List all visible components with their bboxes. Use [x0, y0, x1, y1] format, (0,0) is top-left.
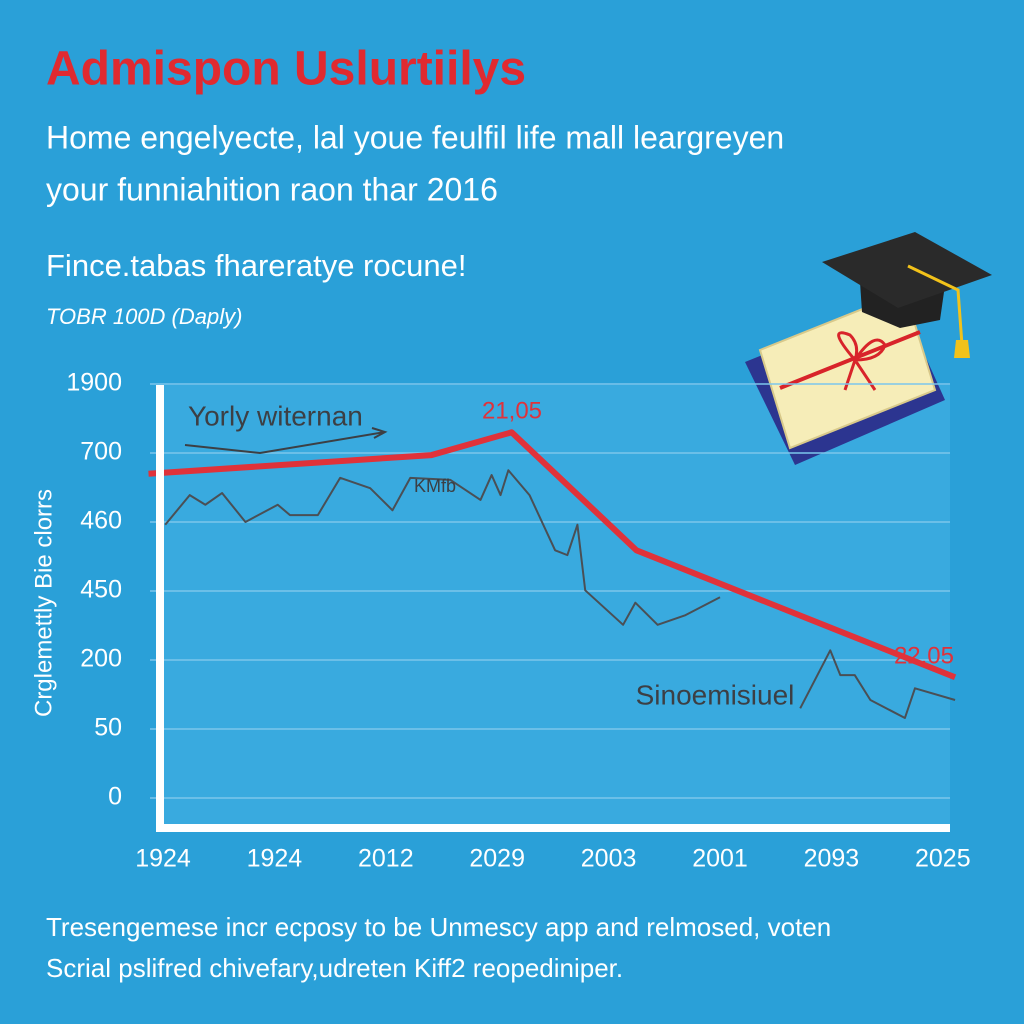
- x-tick-label: 2029: [469, 845, 525, 873]
- footer-text: Scrial pslifred chivefary,udreten Kiff2 …: [46, 953, 623, 983]
- y-tick-label: 700: [80, 438, 122, 466]
- y-tick-label: 200: [80, 645, 122, 673]
- annotation-arrow: [184, 427, 388, 455]
- diploma-icon: [745, 290, 945, 465]
- x-tick-label: 1924: [247, 845, 303, 873]
- plot-area: [160, 385, 950, 825]
- annotation: KMfb: [414, 476, 456, 496]
- line-series: [148, 429, 957, 681]
- chart: 0 50 200 450 460 700 1900 1924 1924 2012 2029 2003 2…: [66, 369, 970, 873]
- annotation: Sinoemisiuel: [636, 679, 795, 710]
- x-tick-label: 1924: [135, 845, 191, 873]
- title: Admispon Uslurtiilys: [46, 43, 526, 96]
- annotation: Yorly witernan: [188, 400, 363, 431]
- x-tick-label: 2001: [692, 845, 748, 873]
- footer-text: Tresengemese incr ecposy to be Unmescy a…: [46, 912, 831, 942]
- subtitle: your funniahition raon thar 2016: [46, 171, 498, 207]
- y-axis-label: Crglemettly Bie clorrs: [30, 489, 57, 717]
- graduation-cap-icon: [822, 232, 992, 358]
- y-tick-label: 1900: [66, 369, 122, 397]
- annotation: 21,05: [482, 397, 542, 424]
- line-series: [164, 469, 956, 719]
- annotation: 22,05: [894, 642, 954, 669]
- y-tick-label: 0: [108, 783, 122, 811]
- y-tick-label: 450: [80, 576, 122, 604]
- x-tick-label: 2093: [804, 845, 860, 873]
- y-tick-label: 50: [94, 714, 122, 742]
- note: TOBR 100D (Daply): [46, 304, 242, 329]
- x-tick-label: 2025: [915, 845, 971, 873]
- y-tick-label: 460: [80, 507, 122, 535]
- x-tick-label: 2003: [581, 845, 637, 873]
- subtitle: Home engelyecte, lal youe feulfil life m…: [46, 119, 784, 155]
- tagline: Fince.tabas fharеratye rocune!: [46, 248, 466, 283]
- x-tick-label: 2012: [358, 845, 414, 873]
